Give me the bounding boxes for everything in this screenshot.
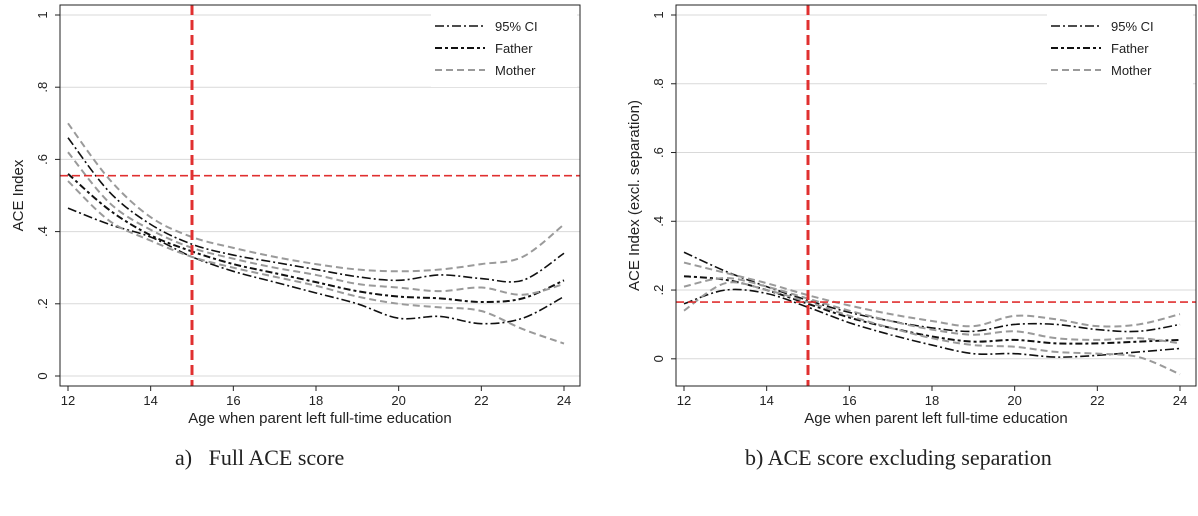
y-tick-label: .2 <box>35 298 50 309</box>
y-axis-label: ACE Index (excl. separation) <box>626 100 643 291</box>
chart-full-ace: 0 .2 .4 .6 .8 1 12 14 16 18 20 22 24 Age when parent … <box>10 4 581 427</box>
x-tick-label: 16 <box>842 393 856 408</box>
x-tick-label: 12 <box>677 393 691 408</box>
series-line-95-ci <box>67 207 565 325</box>
series-line-95-ci <box>683 261 1181 328</box>
x-tick-label: 18 <box>925 393 939 408</box>
legend-label: Father <box>495 41 533 56</box>
y-tick-label: .6 <box>35 154 50 165</box>
x-tick-label: 12 <box>61 393 75 408</box>
y-tick-label: .8 <box>651 78 666 89</box>
caption-excl-separation: b) ACE score excluding separation <box>745 445 1052 470</box>
legend-label: Mother <box>1111 63 1152 78</box>
legend-label: Mother <box>495 63 536 78</box>
x-axis-label: Age when parent left full-time education <box>804 410 1068 427</box>
x-tick-label: 18 <box>309 393 323 408</box>
x-tick-label: 24 <box>557 393 571 408</box>
caption-full-ace: a) Full ACE score <box>175 445 345 470</box>
y-tick-label: .4 <box>651 216 666 227</box>
legend-label: Father <box>1111 41 1149 56</box>
y-axis-label: ACE Index <box>10 159 27 231</box>
y-tick-label: .6 <box>651 147 666 158</box>
plot-frame <box>675 4 1197 387</box>
x-tick-label: 14 <box>759 393 773 408</box>
y-tick-label: 1 <box>35 11 50 18</box>
legend-label: 95% CI <box>1111 19 1154 34</box>
x-tick-label: 20 <box>391 393 405 408</box>
y-tick-label: .8 <box>35 82 50 93</box>
series-line-father <box>683 275 1181 345</box>
series-line-95-ci <box>67 137 565 283</box>
x-axis-label: Age when parent left full-time education <box>188 410 452 427</box>
legend-label: 95% CI <box>495 19 538 34</box>
y-tick-label: 1 <box>651 11 666 18</box>
x-tick-label: 22 <box>474 393 488 408</box>
x-tick-label: 24 <box>1173 393 1187 408</box>
y-tick-label: 0 <box>651 355 666 362</box>
y-tick-label: 0 <box>35 372 50 379</box>
y-tick-label: .4 <box>35 226 50 237</box>
series-line-mother <box>67 151 565 296</box>
x-tick-label: 20 <box>1007 393 1021 408</box>
chart-ace-excl-separation: 0 .2 .4 .6 .8 1 12 14 16 18 20 22 24 Age when parent … <box>626 4 1197 427</box>
x-tick-label: 22 <box>1090 393 1104 408</box>
plot-frame <box>59 4 581 387</box>
series-line-95-ci <box>683 251 1181 333</box>
series-line-mother <box>683 277 1181 345</box>
y-tick-label: .2 <box>651 285 666 296</box>
series-line-father <box>67 173 565 303</box>
series-line-95-ci <box>67 122 565 273</box>
series-line-95-ci <box>67 180 565 345</box>
x-tick-label: 14 <box>143 393 157 408</box>
series-line-95-ci <box>683 281 1181 376</box>
x-tick-label: 16 <box>226 393 240 408</box>
series-line-95-ci <box>683 288 1181 358</box>
